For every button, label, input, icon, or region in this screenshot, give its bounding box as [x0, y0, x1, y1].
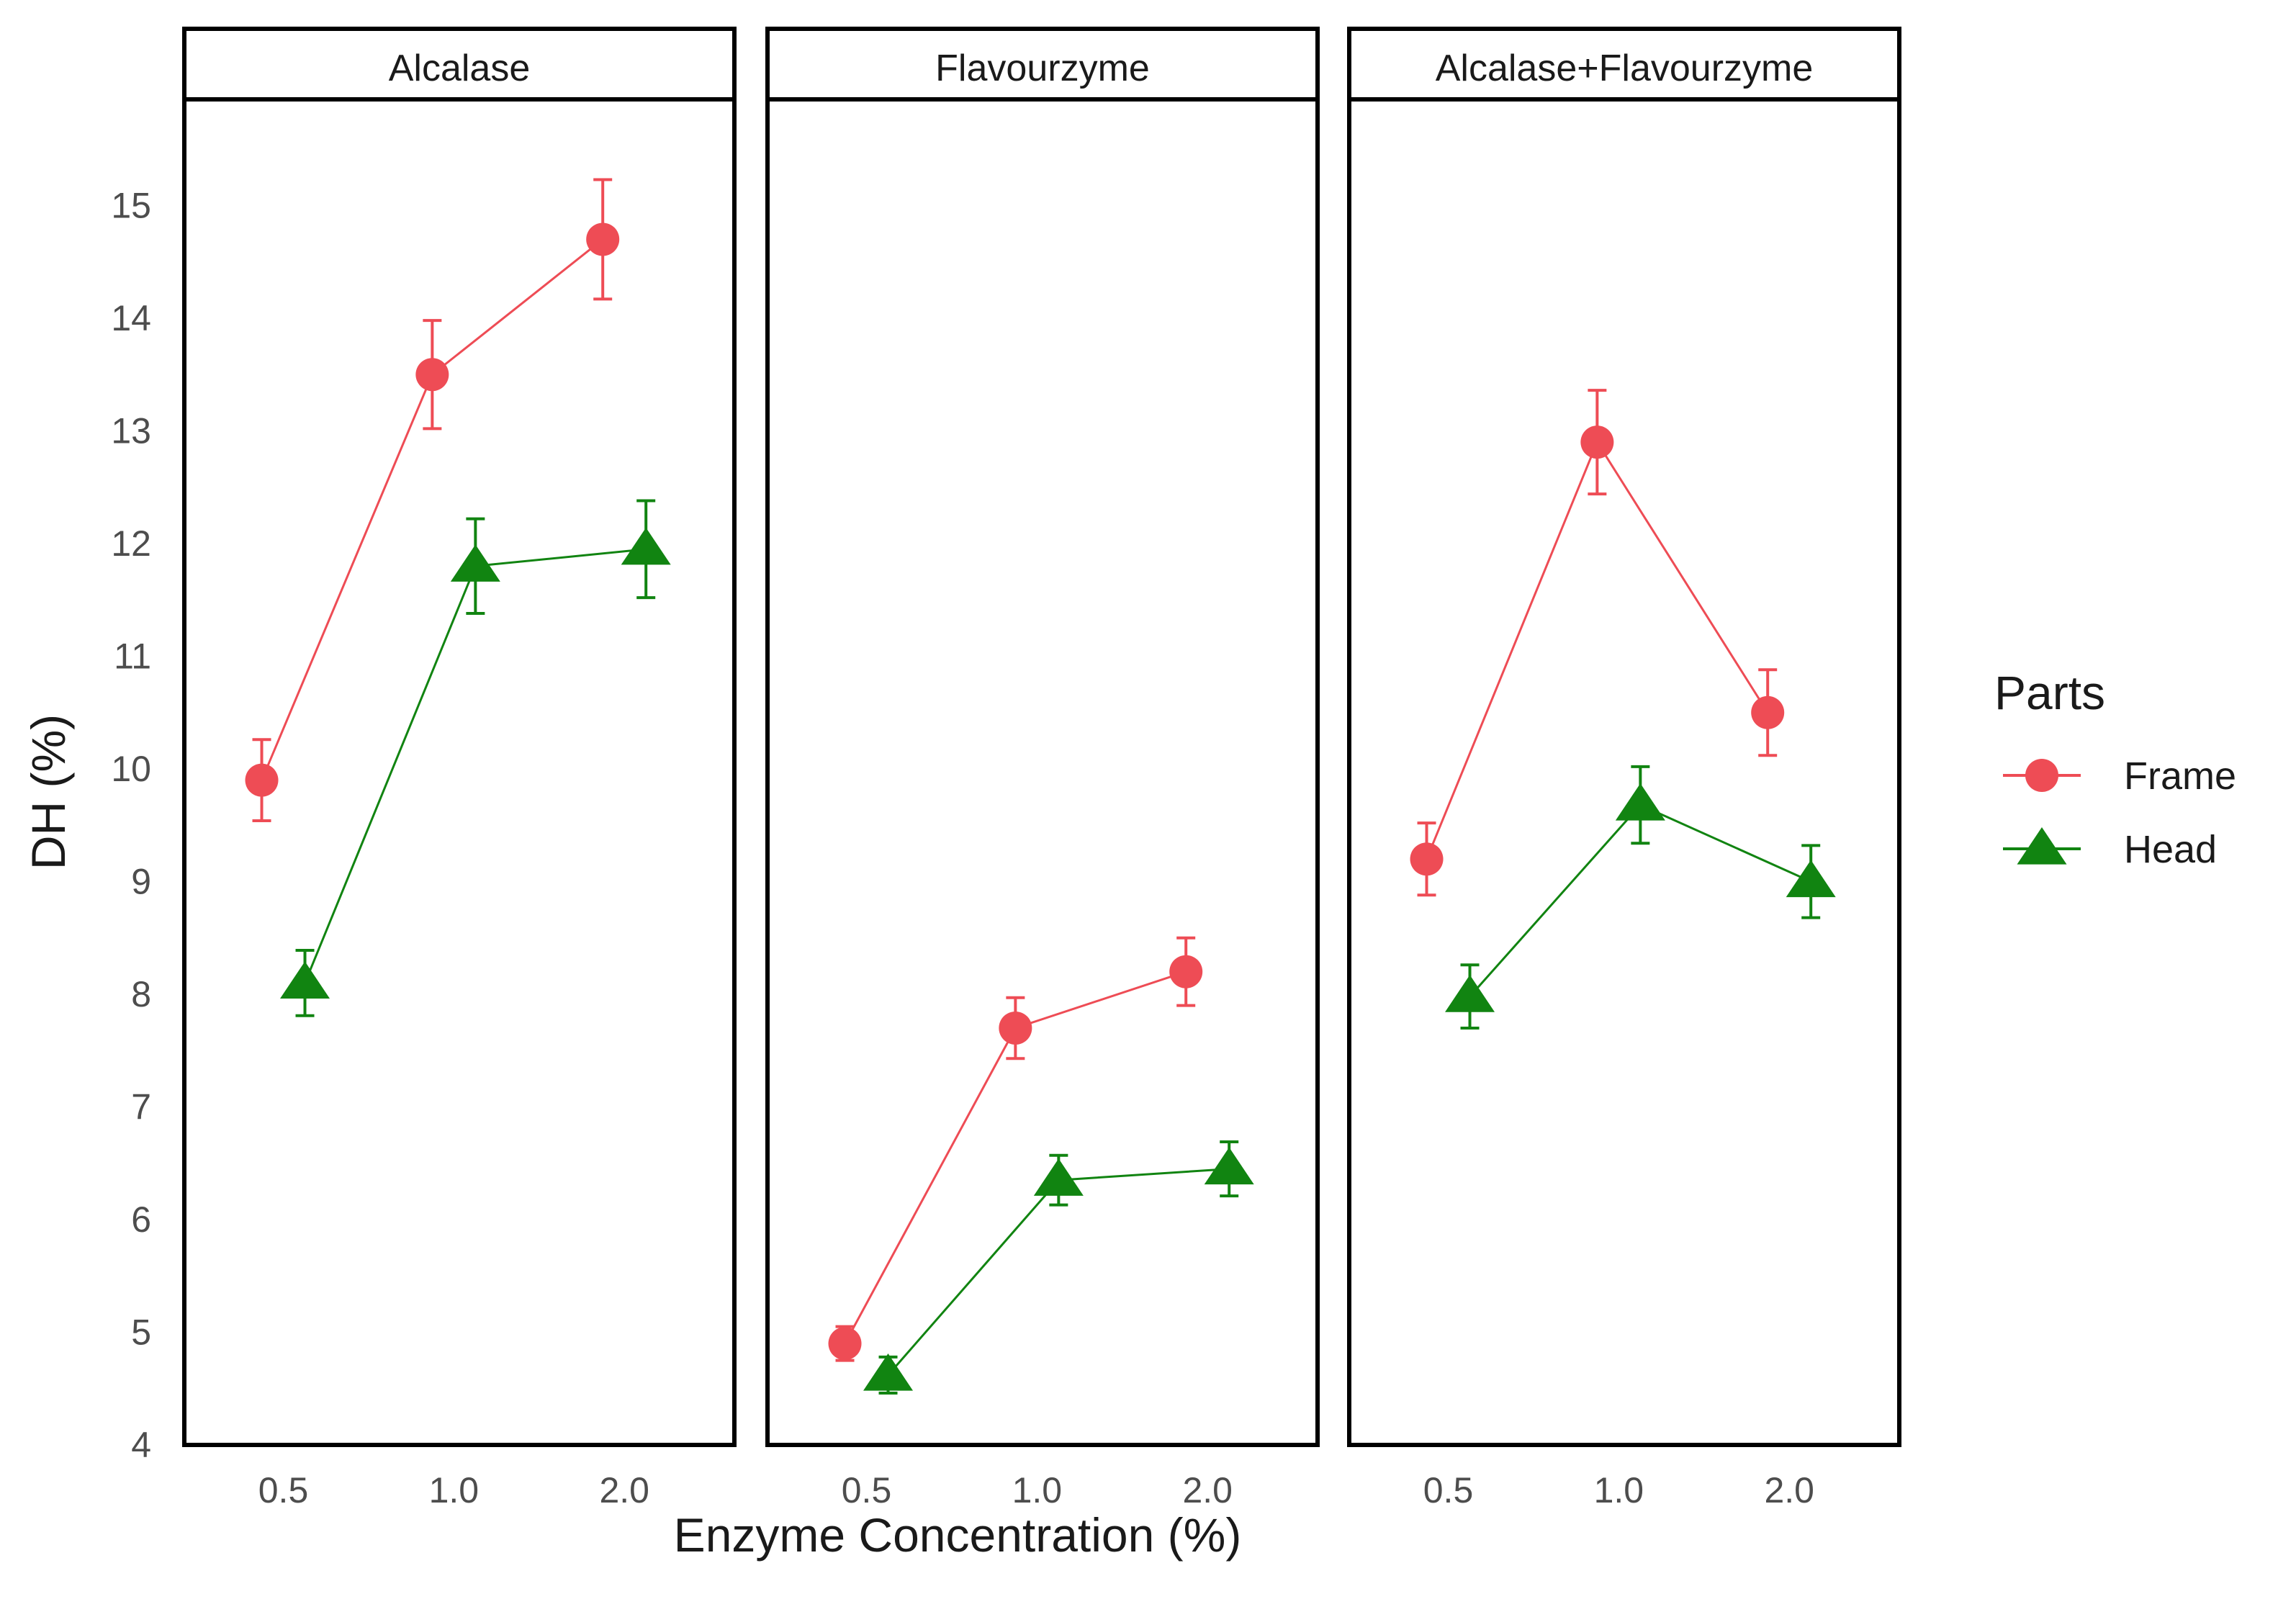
data-point	[245, 763, 279, 797]
x-tick-label: 2.0	[599, 1470, 649, 1510]
data-point	[828, 1327, 862, 1361]
x-tick-label: 0.5	[1423, 1470, 1474, 1510]
y-tick-label: 6	[131, 1199, 151, 1240]
series-head	[863, 1140, 1254, 1395]
strip-alcalase	[182, 27, 737, 102]
x-tick-label: 0.5	[258, 1470, 309, 1510]
data-point	[621, 527, 671, 565]
y-tick-label: 4	[131, 1425, 151, 1465]
data-point	[1445, 975, 1495, 1012]
x-tick-label: 1.0	[1012, 1470, 1063, 1510]
y-tick-label: 7	[131, 1087, 151, 1127]
data-point	[1169, 955, 1203, 988]
y-tick-label: 13	[111, 411, 151, 451]
data-point	[280, 961, 330, 999]
y-tick-label: 10	[111, 749, 151, 789]
data-point	[1204, 1147, 1254, 1185]
data-point	[1410, 842, 1444, 876]
data-point	[1033, 1158, 1084, 1196]
strip-label: Alcalase+Flavourzyme	[1436, 48, 1814, 89]
series-frame	[828, 936, 1203, 1362]
legend-marker	[2025, 759, 2058, 792]
strip-alcalase-flavourzyme	[1347, 27, 1901, 102]
series-frame	[1410, 389, 1785, 897]
legend-keys: Frame Head	[2003, 755, 2236, 871]
y-tick-label: 14	[111, 298, 151, 338]
legend-title: Parts	[1994, 666, 2105, 719]
legend: Parts Frame Head	[1994, 666, 2236, 871]
data-point	[586, 222, 620, 256]
y-tick-label: 15	[111, 186, 151, 226]
x-tick-label: 1.0	[1594, 1470, 1644, 1510]
data-point	[999, 1011, 1032, 1045]
y-axis-title: DH (%)	[22, 714, 75, 870]
legend-label: Head	[2124, 828, 2217, 871]
x-tick-label: 0.5	[842, 1470, 892, 1510]
y-tick-label: 11	[114, 636, 151, 677]
x-tick-label: 2.0	[1764, 1470, 1814, 1510]
data-point	[1786, 860, 1836, 898]
panel-flavourzyme: Flavourzyme 0.5 1.0 2.0	[765, 27, 1320, 1510]
legend-marker	[2017, 827, 2067, 865]
legend-key-head: Head	[2003, 827, 2217, 871]
data-point	[1580, 425, 1614, 459]
legend-key-frame: Frame	[2003, 755, 2236, 798]
data-point	[415, 358, 449, 392]
panel-frame	[765, 97, 1320, 1447]
panel-alcalase-flavourzyme: Alcalase+Flavourzyme 0.5 1.0 2.0	[1347, 27, 1901, 1510]
x-tick-label: 2.0	[1182, 1470, 1233, 1510]
y-tick-label: 12	[111, 523, 151, 564]
x-tick-label: 1.0	[429, 1470, 480, 1510]
data-point	[450, 544, 500, 582]
panel-frame	[1347, 97, 1901, 1447]
panel-alcalase: Alcalase 0.5 1.0 2.0	[182, 27, 737, 1510]
panel-frame	[182, 97, 737, 1447]
strip-flavourzyme	[765, 27, 1320, 102]
series-head	[280, 499, 671, 1017]
data-point	[1615, 783, 1665, 821]
x-axis-title: Enzyme Concentration (%)	[674, 1508, 1242, 1562]
y-tick-label: 8	[131, 974, 151, 1014]
legend-label: Frame	[2124, 755, 2236, 798]
y-tick-label: 5	[131, 1312, 151, 1353]
strip-label: Alcalase	[389, 48, 531, 89]
y-tick-label: 9	[131, 862, 151, 902]
series-frame	[245, 178, 620, 822]
series-line	[1426, 439, 1769, 860]
data-point	[1751, 695, 1785, 729]
strip-label: Flavourzyme	[935, 48, 1150, 89]
series-head	[1445, 765, 1836, 1030]
data-point	[863, 1353, 914, 1391]
y-axis: 4 5 6 7 8 9 10 11 12 13 14 15	[111, 186, 151, 1466]
